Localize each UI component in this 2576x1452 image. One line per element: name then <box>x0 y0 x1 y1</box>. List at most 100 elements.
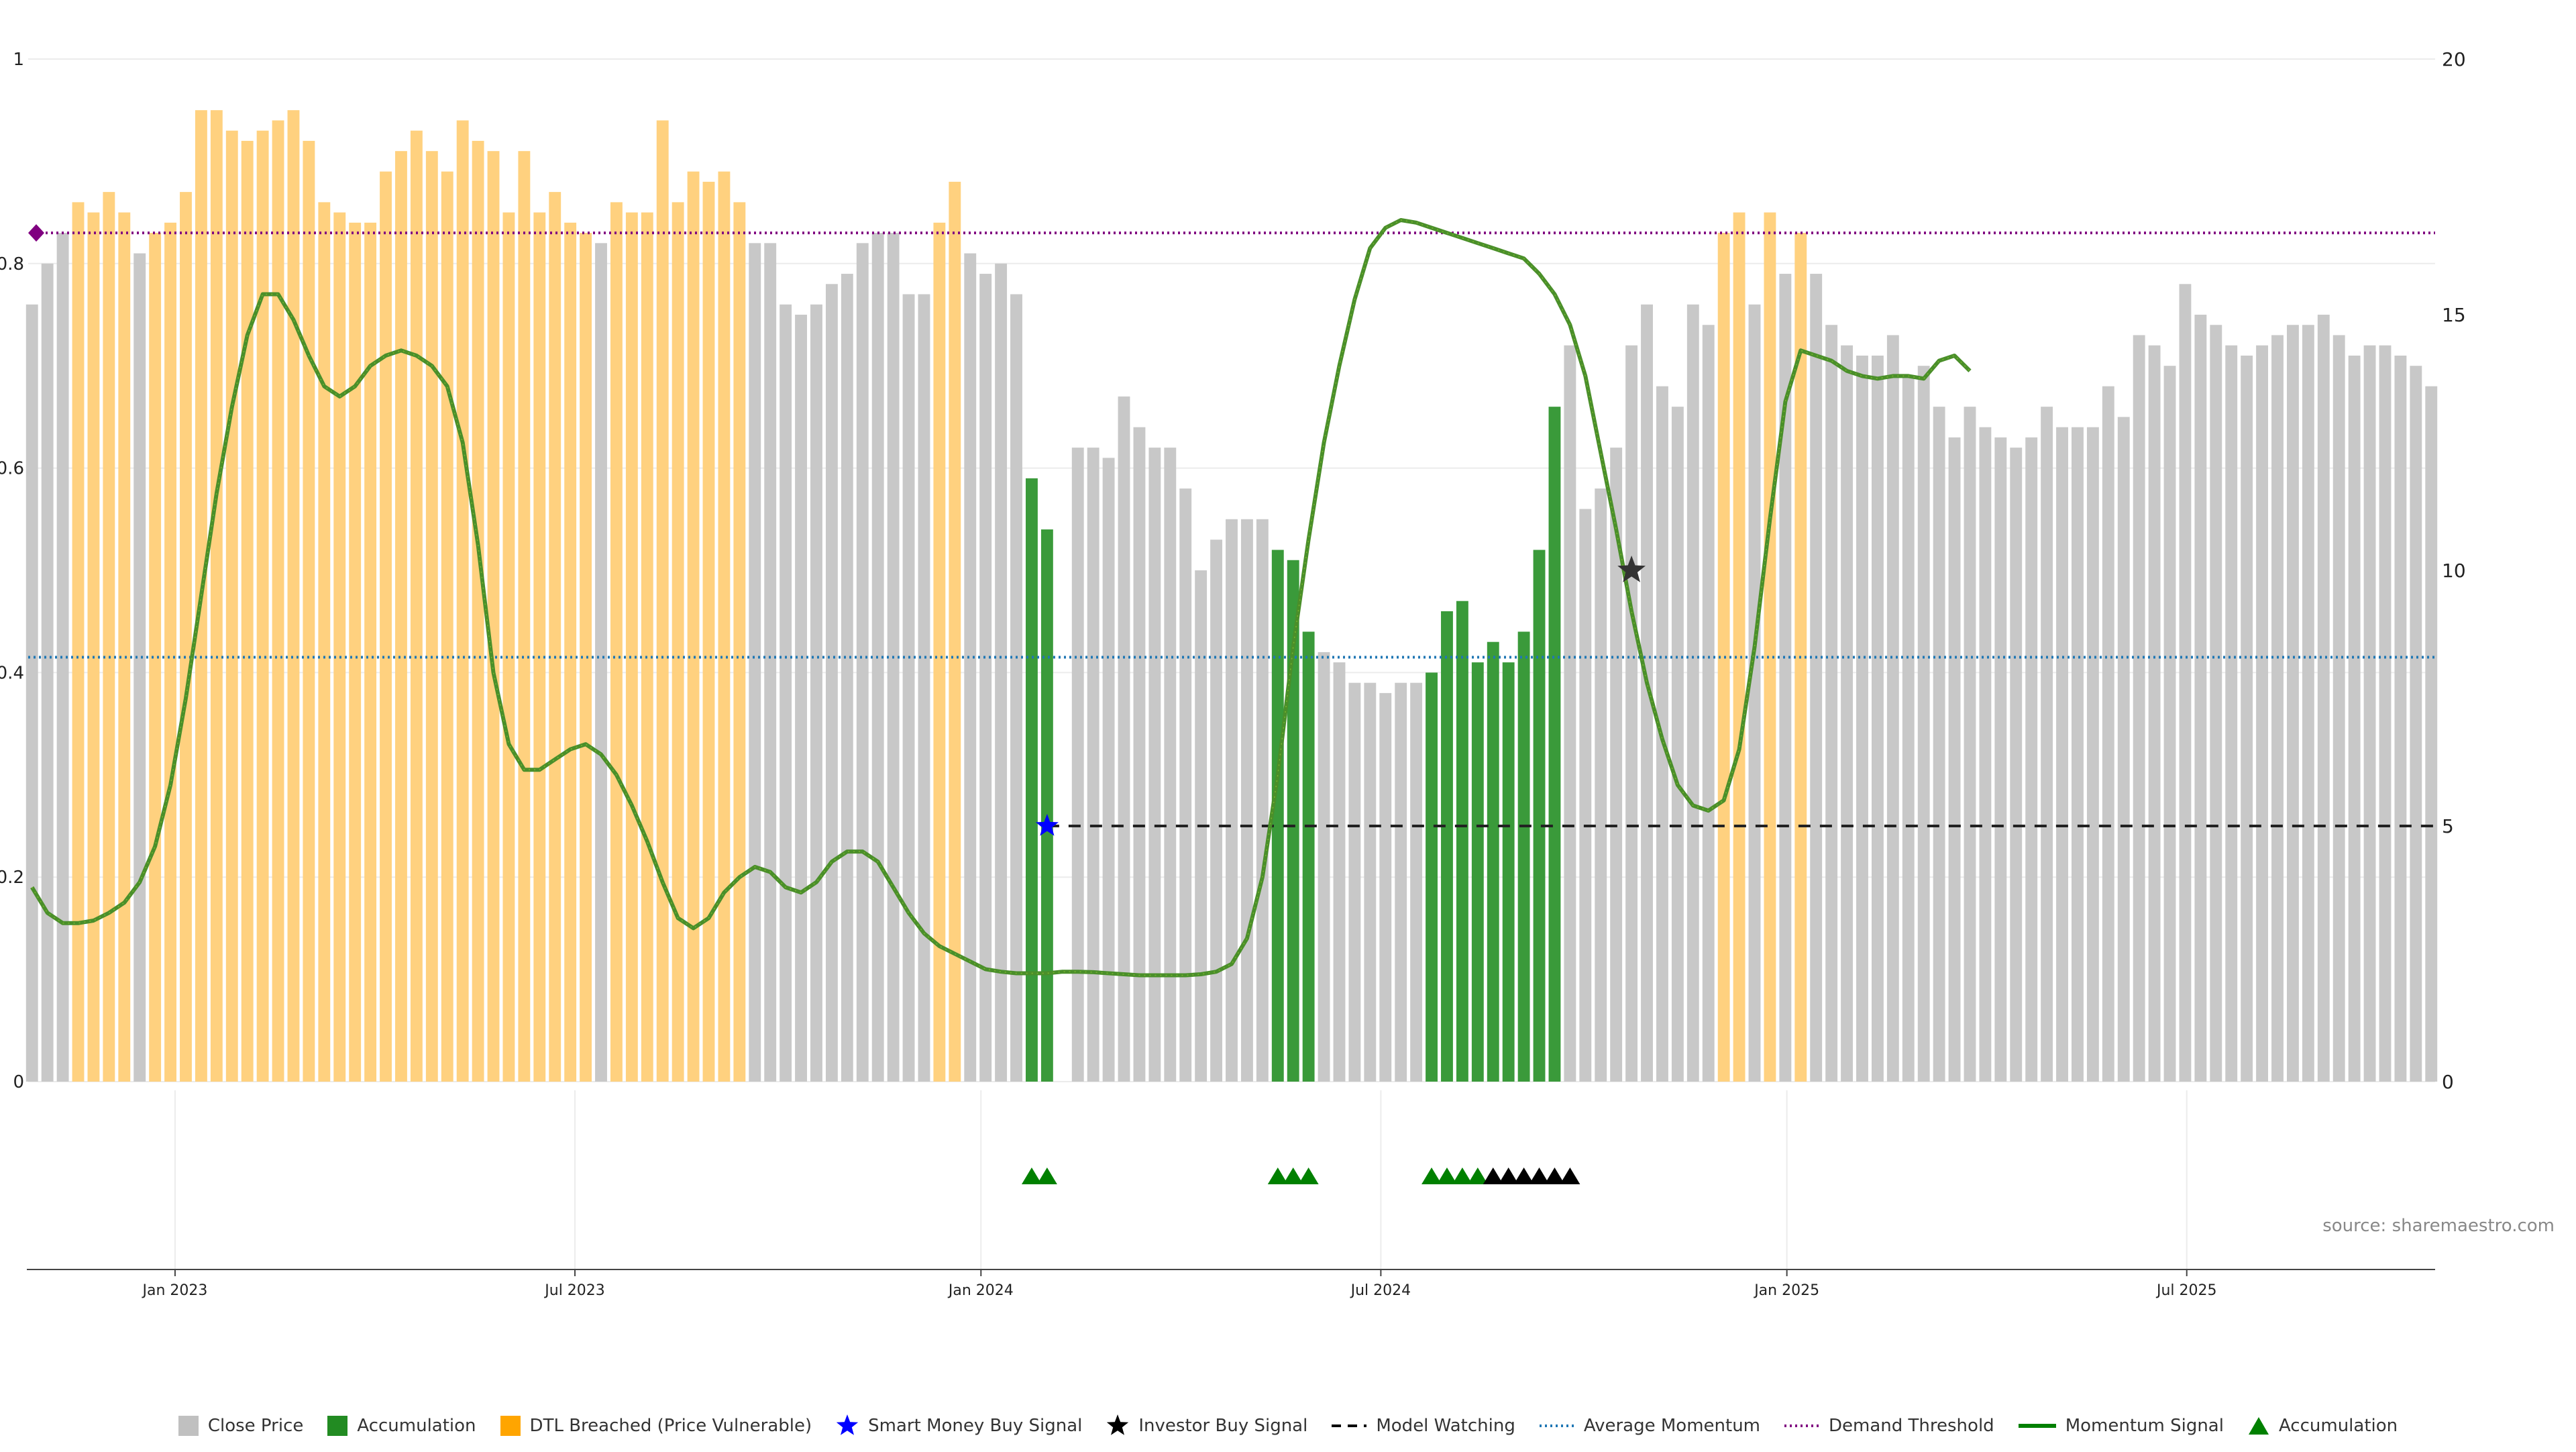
price-bar <box>395 151 407 1082</box>
accumulation-marker <box>1436 1168 1457 1184</box>
price-bar <box>918 294 930 1082</box>
price-bar <box>780 304 792 1082</box>
legend-item: Average Momentum <box>1539 1414 1760 1437</box>
price-bar <box>2425 386 2438 1082</box>
price-bar <box>2133 335 2145 1082</box>
price-bar <box>2210 325 2222 1082</box>
price-bar <box>2025 437 2038 1082</box>
price-bar <box>933 222 946 1082</box>
price-bar <box>533 212 546 1082</box>
legend-star-icon <box>1107 1414 1129 1435</box>
price-bar <box>441 171 453 1082</box>
price-bar <box>1502 662 1515 1082</box>
price-bar <box>1641 304 1653 1082</box>
accumulation-marker <box>1529 1168 1550 1184</box>
price-bar <box>87 212 100 1082</box>
price-bar <box>1164 448 1177 1082</box>
price-bar <box>1733 212 1746 1082</box>
price-bar <box>949 181 961 1082</box>
demand-threshold-marker <box>28 224 44 242</box>
price-bar <box>1917 366 1930 1082</box>
momentum-signal-line <box>30 218 1972 978</box>
price-bar <box>902 294 915 1082</box>
price-bar <box>1226 519 1238 1082</box>
price-bar <box>118 212 131 1082</box>
legend-square-icon <box>500 1416 521 1436</box>
price-bar <box>164 222 177 1082</box>
x-tick-label: Jul 2024 <box>1350 1282 1411 1299</box>
price-bar <box>502 212 515 1082</box>
price-bar <box>349 222 362 1082</box>
price-bar <box>518 151 531 1082</box>
legend-label: Demand Threshold <box>1829 1416 1994 1436</box>
price-bar <box>1717 233 1730 1082</box>
price-bar <box>718 171 731 1082</box>
legend-item: Investor Buy Signal <box>1106 1414 1307 1437</box>
price-bar <box>272 120 284 1082</box>
y-right-tick-label: 0 <box>2442 1071 2454 1093</box>
accumulation-marker <box>1560 1168 1580 1184</box>
price-bar <box>1595 488 1607 1082</box>
price-bar <box>1979 427 1992 1082</box>
price-bar <box>1348 682 1361 1082</box>
price-bar <box>1426 672 1438 1082</box>
price-bar <box>1410 682 1423 1082</box>
price-bar <box>2072 427 2084 1082</box>
price-bar <box>2317 315 2330 1082</box>
price-bar <box>1102 458 1115 1082</box>
price-bar <box>225 130 238 1082</box>
y-left-tick-label: 0.8 <box>0 254 24 274</box>
price-bar <box>1902 376 1915 1082</box>
price-bar <box>1395 682 1407 1082</box>
x-tick-label: Jan 2025 <box>1753 1282 1819 1299</box>
x-tick-label: Jan 2024 <box>947 1282 1014 1299</box>
price-bar <box>380 171 392 1082</box>
price-bar <box>825 284 838 1082</box>
price-bar <box>2241 355 2253 1082</box>
price-bar <box>487 151 500 1082</box>
price-bar <box>841 274 853 1082</box>
price-bar <box>2348 355 2361 1082</box>
price-bar <box>1933 407 1945 1082</box>
price-bar <box>702 181 715 1082</box>
price-bar <box>2102 386 2114 1082</box>
legend-label: Smart Money Buy Signal <box>868 1416 1083 1436</box>
price-bar <box>1133 427 1146 1082</box>
price-bar <box>1856 355 1868 1082</box>
price-bar <box>2302 325 2314 1082</box>
price-bar <box>1456 601 1468 1082</box>
smart-money-buy-star <box>1035 814 1059 836</box>
price-bar <box>2179 284 2192 1082</box>
legend-line-icon <box>2018 1424 2056 1428</box>
price-bar <box>2041 407 2053 1082</box>
legend-item: Close Price <box>178 1414 303 1437</box>
price-bar <box>733 202 746 1082</box>
accumulation-marker <box>1021 1168 1042 1184</box>
price-bar <box>1994 437 2007 1082</box>
y-left-tick-label: 0.2 <box>0 868 24 888</box>
price-bar <box>964 253 977 1082</box>
price-bar <box>1071 448 1084 1082</box>
legend-label: Accumulation <box>357 1416 476 1436</box>
price-bar <box>610 202 623 1082</box>
price-bar <box>2056 427 2068 1082</box>
accumulation-marker <box>1421 1168 1442 1184</box>
price-bar <box>1533 550 1546 1082</box>
price-bar <box>2225 345 2238 1082</box>
source-note: source: sharemaestro.com <box>2322 1216 2555 1236</box>
accumulation-marker <box>1467 1168 1488 1184</box>
price-bar <box>810 304 822 1082</box>
legend-label: DTL Breached (Price Vulnerable) <box>529 1416 812 1436</box>
price-bar <box>149 233 162 1082</box>
y-right-tick-label: 10 <box>2442 560 2466 582</box>
price-bar <box>287 110 300 1082</box>
price-bar <box>1379 692 1392 1082</box>
price-bar <box>256 130 269 1082</box>
price-bar <box>580 233 592 1082</box>
accumulation-marker <box>1544 1168 1565 1184</box>
price-bar <box>456 120 469 1082</box>
legend-item: Demand Threshold <box>1784 1414 1994 1437</box>
price-bar <box>2332 335 2345 1082</box>
price-bar <box>2271 335 2284 1082</box>
